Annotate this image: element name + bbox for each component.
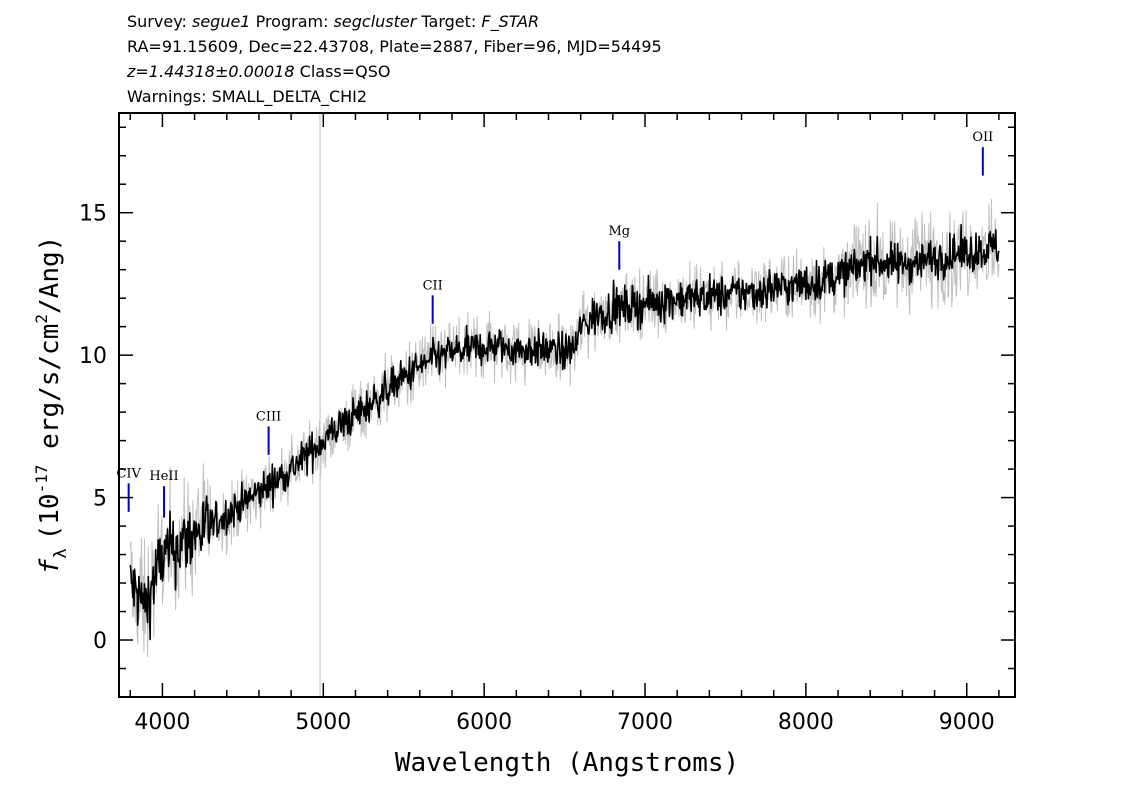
y-axis-subscript: λ: [51, 548, 71, 558]
target-label: Target:: [421, 12, 477, 31]
x-axis-title: Wavelength (Angstroms): [395, 748, 739, 778]
y-tick-label: 5: [93, 487, 107, 512]
plot-frame: [118, 112, 1016, 698]
y-axis-title: fλ (10-17 erg/s/cm2/Ang): [32, 236, 71, 575]
line-label-ciii: CIII: [256, 409, 281, 424]
y-tick-label: 10: [79, 344, 107, 369]
y-axis-unit-c: /Ang): [35, 236, 65, 314]
x-tick-label: 7000: [617, 710, 673, 735]
y-axis-symbol: f: [35, 558, 65, 574]
x-tick-label: 8000: [778, 710, 834, 735]
line-label-cii: CII: [423, 278, 443, 293]
header-line-1: Survey: segue1 Program: segcluster Targe…: [127, 12, 539, 32]
header-line-4: Warnings: SMALL_DELTA_CHI2: [127, 87, 368, 106]
line-label-oii: OII: [972, 130, 993, 145]
x-tick-label: 5000: [295, 710, 351, 735]
y-axis-exp: -17: [32, 465, 51, 494]
y-tick-label: 0: [93, 629, 107, 654]
header-line-2: RA=91.15609, Dec=22.43708, Plate=2887, F…: [127, 37, 662, 56]
flux-series: [129, 223, 1000, 641]
line-label-mg: Mg: [608, 224, 630, 239]
error-series: [129, 199, 1000, 658]
x-tick-label: 4000: [134, 710, 190, 735]
y-axis-unit-b: erg/s/cm: [35, 324, 65, 465]
program-label: Program:: [255, 12, 329, 31]
target-value: F_STAR: [481, 12, 540, 31]
x-tick-label: 9000: [939, 710, 995, 735]
survey-label: Survey:: [127, 12, 187, 31]
y-axis-exp2: 2: [32, 314, 51, 324]
line-label-heii: HeII: [149, 469, 178, 484]
y-axis-unit-a: (10: [35, 493, 65, 540]
x-tick-label: 6000: [456, 710, 512, 735]
class-value: Class=QSO: [299, 62, 391, 81]
header-line-3: z=1.44318±0.00018 Class=QSO: [127, 62, 390, 82]
y-tick-label: 15: [79, 202, 107, 227]
program-value: segcluster: [333, 12, 417, 31]
survey-value: segue1: [191, 12, 251, 31]
redshift-value: z=1.44318±0.00018: [127, 62, 295, 81]
line-label-civ: CIV: [116, 466, 141, 481]
